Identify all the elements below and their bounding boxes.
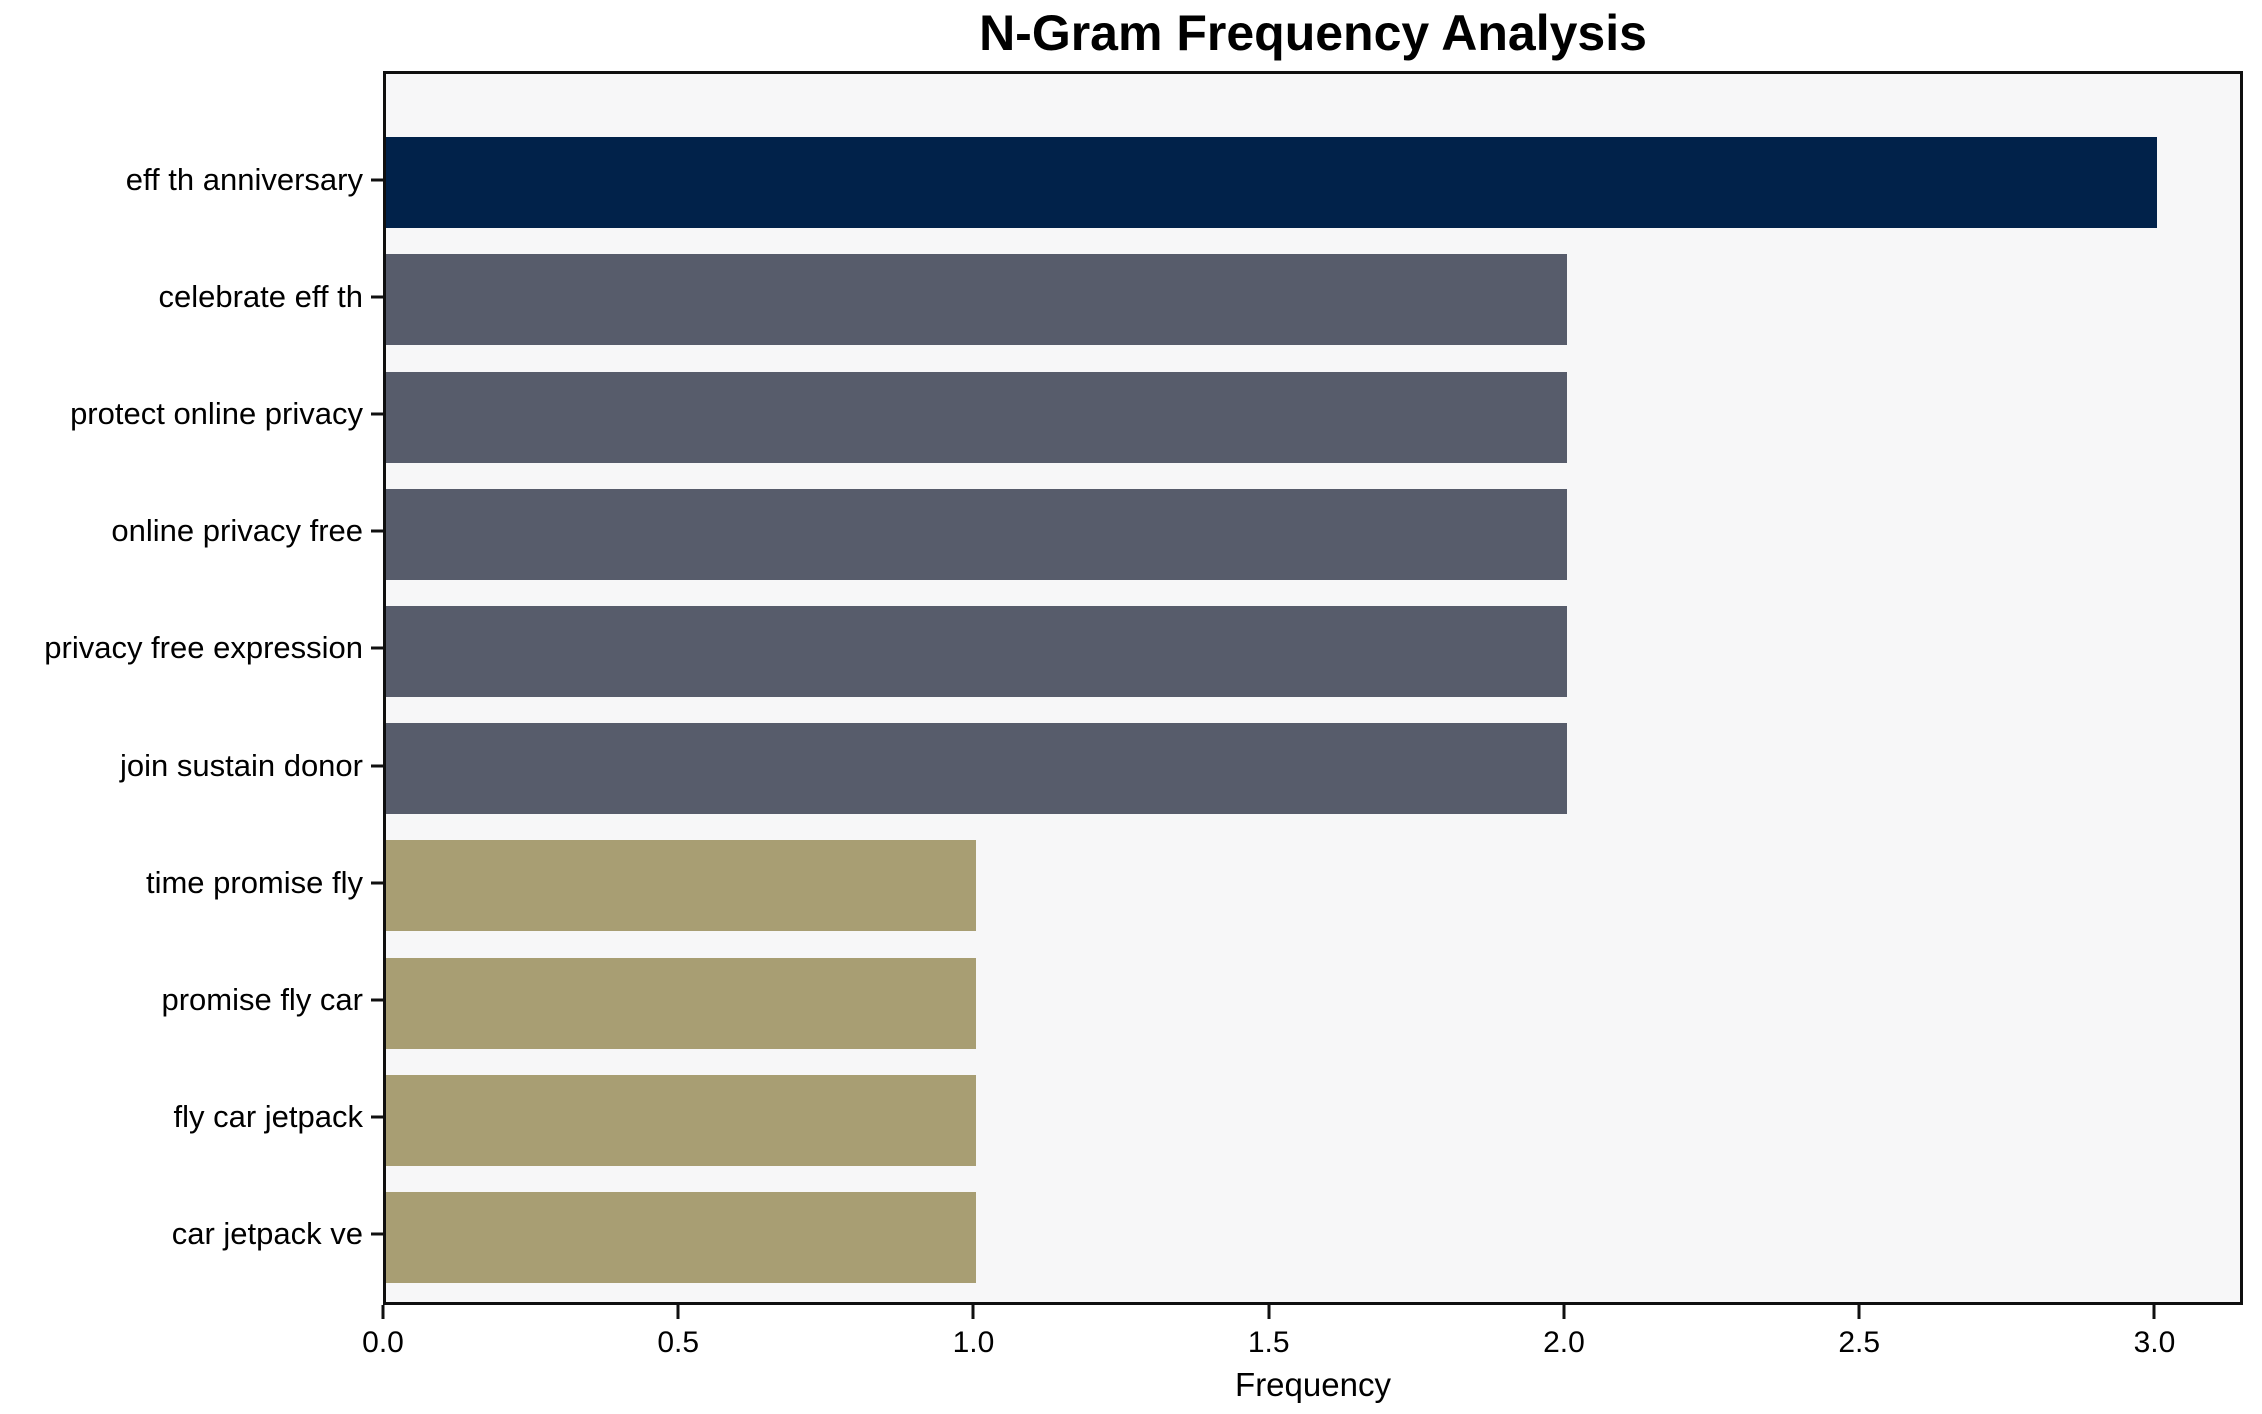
plot-area [383, 71, 2243, 1305]
bar-promise-fly-car [386, 957, 977, 1049]
y-tick-mark [371, 1232, 383, 1236]
y-tick-label: eff th anniversary [125, 161, 363, 197]
y-tick-label: promise fly car [161, 982, 363, 1017]
y-tick-mark [371, 1115, 383, 1119]
chart-title: N-Gram Frequency Analysis [979, 5, 1647, 61]
y-tick-label: fly car jetpack [173, 1099, 363, 1135]
y-tick-mark [371, 881, 383, 885]
x-tick-label: 0.0 [362, 1326, 404, 1359]
y-tick-mark [371, 412, 383, 416]
y-tick-mark [371, 529, 383, 533]
x-tick-label: 3.0 [2133, 1326, 2176, 1359]
y-tick-mark [371, 646, 383, 650]
bar-join-sustain-donor [386, 723, 1567, 815]
y-tick-label: celebrate eff th [158, 278, 363, 314]
x-tick-mark [2152, 1305, 2156, 1319]
x-tick-mark [971, 1305, 975, 1319]
bar-time-promise-fly [386, 840, 977, 932]
x-axis-title: Frequency [1235, 1366, 1391, 1403]
y-tick-mark [371, 295, 383, 299]
x-tick-mark [1562, 1305, 1566, 1319]
y-tick-mark [371, 178, 383, 182]
bar-online-privacy-free [386, 488, 1567, 580]
bar-celebrate-eff-th [386, 254, 1567, 346]
x-tick-label: 0.5 [657, 1326, 700, 1359]
y-tick-label: privacy free expression [44, 630, 363, 666]
y-tick-label: time promise fly [145, 864, 363, 900]
x-tick-label: 1.5 [1247, 1326, 1290, 1359]
y-tick-label: protect online privacy [70, 396, 363, 431]
bar-protect-online-privacy [386, 371, 1567, 463]
y-tick-label: online privacy free [111, 513, 363, 549]
y-tick-label: join sustain donor [120, 747, 363, 783]
x-tick-label: 1.0 [952, 1326, 995, 1359]
bar-fly-car-jetpack [386, 1074, 977, 1166]
x-tick-mark [381, 1305, 385, 1319]
bar-car-jetpack-ve [386, 1191, 977, 1283]
x-tick-label: 2.5 [1838, 1326, 1881, 1359]
bar-privacy-free-expression [386, 605, 1567, 697]
x-tick-label: 2.0 [1543, 1326, 1585, 1359]
y-tick-mark [371, 764, 383, 768]
y-tick-mark [371, 998, 383, 1002]
y-tick-label: car jetpack ve [171, 1216, 363, 1252]
bar-eff-th-anniversary [386, 137, 2158, 229]
bars-container [386, 74, 2240, 1302]
x-tick-mark [1857, 1305, 1861, 1319]
x-tick-mark [1267, 1305, 1271, 1319]
x-tick-mark [676, 1305, 680, 1319]
